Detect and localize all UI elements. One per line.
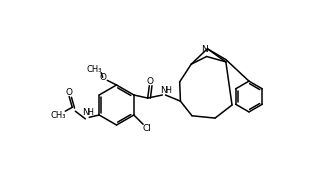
Text: CH₃: CH₃ (86, 65, 102, 74)
Text: N: N (82, 108, 89, 117)
Text: N: N (201, 45, 208, 54)
Text: CH₃: CH₃ (51, 110, 66, 120)
Text: H: H (87, 108, 93, 117)
Text: O: O (147, 77, 154, 86)
Text: H: H (165, 86, 171, 95)
Text: Cl: Cl (143, 124, 151, 133)
Text: O: O (99, 73, 106, 82)
Text: O: O (66, 88, 73, 97)
Text: N: N (160, 86, 166, 95)
